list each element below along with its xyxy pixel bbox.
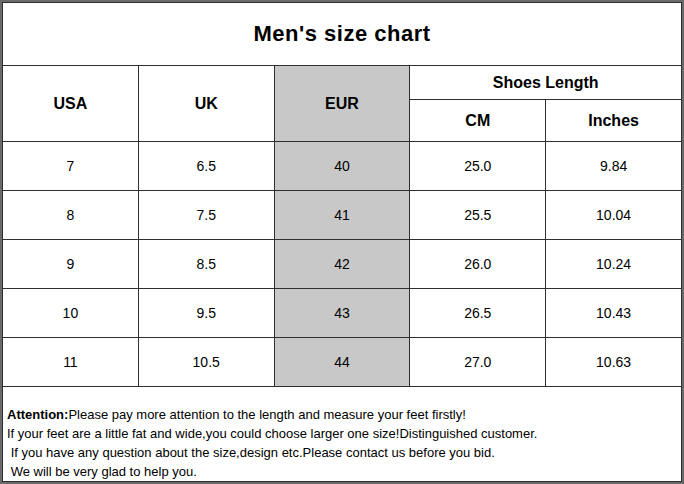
cell-inches: 10.04 bbox=[546, 191, 682, 240]
cell-uk: 9.5 bbox=[138, 289, 274, 338]
header-usa: USA bbox=[3, 66, 139, 142]
cell-cm: 27.0 bbox=[410, 338, 546, 387]
cell-eur: 43 bbox=[274, 289, 410, 338]
footer-note: Attention:Please pay more attention to t… bbox=[3, 387, 682, 482]
cell-cm: 26.5 bbox=[410, 289, 546, 338]
cell-usa: 10 bbox=[3, 289, 139, 338]
header-shoes-length: Shoes Length bbox=[410, 66, 682, 100]
footer-line-4: We will be very glad to help you. bbox=[7, 462, 675, 481]
title-row: Men's size chart bbox=[3, 3, 682, 66]
cell-inches: 10.24 bbox=[546, 240, 682, 289]
attention-text: Please pay more attention to the length … bbox=[68, 407, 465, 422]
header-inches: Inches bbox=[546, 100, 682, 142]
cell-usa: 7 bbox=[3, 142, 139, 191]
header-eur: EUR bbox=[274, 66, 410, 142]
size-chart-table: Men's size chart USA UK EUR Shoes Length… bbox=[2, 2, 682, 482]
cell-uk: 6.5 bbox=[138, 142, 274, 191]
cell-cm: 25.0 bbox=[410, 142, 546, 191]
cell-inches: 10.63 bbox=[546, 338, 682, 387]
footer-row: Attention:Please pay more attention to t… bbox=[3, 387, 682, 482]
cell-uk: 8.5 bbox=[138, 240, 274, 289]
table-row: 8 7.5 41 25.5 10.04 bbox=[3, 191, 682, 240]
cell-eur: 44 bbox=[274, 338, 410, 387]
cell-inches: 9.84 bbox=[546, 142, 682, 191]
size-chart-image: Men's size chart USA UK EUR Shoes Length… bbox=[0, 0, 684, 484]
cell-uk: 10.5 bbox=[138, 338, 274, 387]
cell-cm: 26.0 bbox=[410, 240, 546, 289]
table-row: 10 9.5 43 26.5 10.43 bbox=[3, 289, 682, 338]
cell-usa: 8 bbox=[3, 191, 139, 240]
header-uk: UK bbox=[138, 66, 274, 142]
cell-eur: 42 bbox=[274, 240, 410, 289]
cell-inches: 10.43 bbox=[546, 289, 682, 338]
cell-eur: 40 bbox=[274, 142, 410, 191]
cell-uk: 7.5 bbox=[138, 191, 274, 240]
table-row: 7 6.5 40 25.0 9.84 bbox=[3, 142, 682, 191]
attention-label: Attention: bbox=[7, 407, 68, 422]
table-row: 11 10.5 44 27.0 10.63 bbox=[3, 338, 682, 387]
footer-line-1: Attention:Please pay more attention to t… bbox=[7, 405, 675, 424]
header-cm: CM bbox=[410, 100, 546, 142]
page-title: Men's size chart bbox=[3, 3, 682, 66]
footer-line-2: If your feet are a little fat and wide,y… bbox=[7, 424, 675, 443]
header-group-row: USA UK EUR Shoes Length bbox=[3, 66, 682, 100]
table-row: 9 8.5 42 26.0 10.24 bbox=[3, 240, 682, 289]
cell-usa: 9 bbox=[3, 240, 139, 289]
cell-usa: 11 bbox=[3, 338, 139, 387]
cell-eur: 41 bbox=[274, 191, 410, 240]
footer-line-3: If you have any question about the size,… bbox=[7, 443, 675, 462]
cell-cm: 25.5 bbox=[410, 191, 546, 240]
